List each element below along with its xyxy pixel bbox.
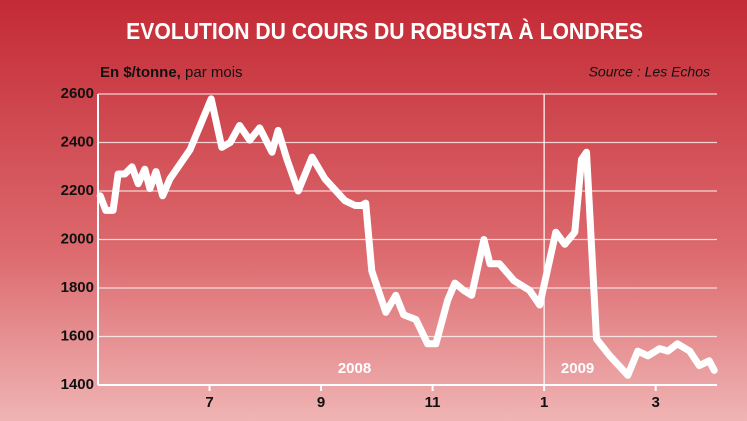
y-tick-label: 1600 — [61, 327, 94, 344]
period: par mois — [185, 64, 243, 81]
price-line — [96, 95, 718, 379]
source: Source : Les Echos — [589, 64, 710, 80]
x-tick-label: 3 — [651, 394, 659, 411]
y-tick-label: 2000 — [61, 230, 94, 247]
y-tick-label: 1800 — [61, 279, 94, 296]
year-label: 2009 — [561, 360, 594, 377]
unit-label: En $/tonne, par mois — [100, 64, 243, 81]
y-tick-label: 2600 — [61, 85, 94, 102]
x-tick-label: 7 — [205, 394, 213, 411]
y-tick-label: 1400 — [61, 376, 94, 393]
x-tick-label: 9 — [317, 394, 325, 411]
unit: En $/tonne, — [100, 64, 181, 81]
x-tick-label: 11 — [425, 394, 441, 411]
chart-title: EVOLUTION DU COURS DU ROBUSTA À LONDRES — [126, 18, 643, 44]
x-tick-label: 1 — [540, 394, 548, 411]
y-tick-label: 2400 — [61, 133, 94, 150]
year-label: 2008 — [338, 360, 371, 377]
y-tick-label: 2200 — [61, 182, 94, 199]
